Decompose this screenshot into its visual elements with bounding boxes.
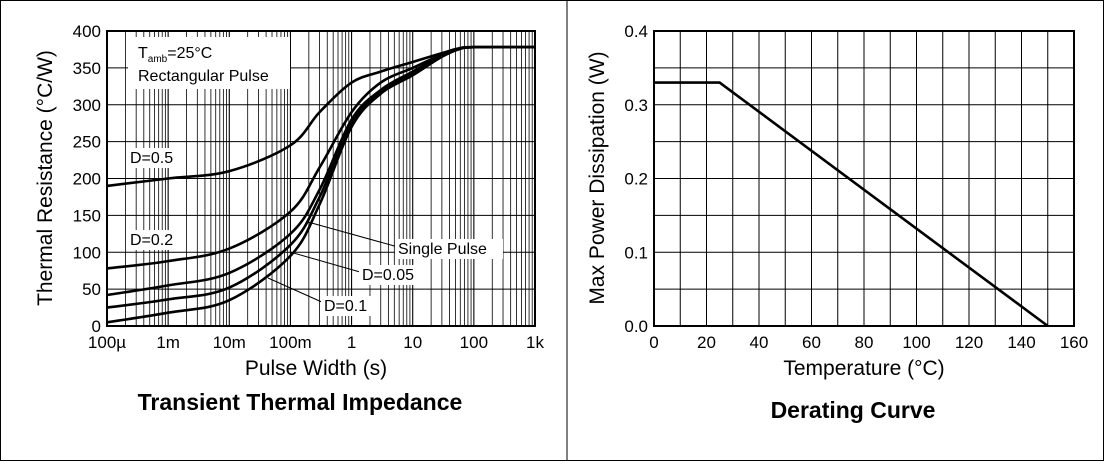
right-y-tick-label: 0.1 (624, 243, 648, 262)
left-y-ticks: 0 50 100 150 200 250 300 350 400 (73, 22, 101, 336)
left-x-tick-label: 1 (347, 333, 356, 352)
annotation-leader-line (267, 277, 325, 304)
curve-annotation-label: D=0.5 (130, 150, 173, 167)
right-x-tick-label: 60 (802, 333, 821, 352)
condition-label: Tamb=25°C (138, 45, 212, 65)
right-y-tick-label: 0.4 (624, 22, 648, 41)
left-x-tick-label: 1m (156, 333, 180, 352)
curve-annotation-label: D=0.2 (130, 232, 173, 249)
annotation-leader-line (307, 221, 399, 248)
left-x-tick-label: 1k (526, 333, 544, 352)
right-grid (654, 31, 1074, 326)
right-curves (654, 81, 1049, 328)
left-x-ticks: 100µ 1m 10m 100m 1 10 100 1k (88, 333, 545, 352)
annotation-background (395, 239, 503, 259)
curve-annotation-label: D=0.05 (362, 267, 414, 284)
right-x-tick-label: 0 (649, 333, 658, 352)
right-x-tick-label: 20 (697, 333, 716, 352)
condition-box (128, 37, 290, 89)
derating-line (654, 81, 1049, 328)
right-x-tick-label: 120 (955, 333, 983, 352)
left-y-tick-label: 0 (92, 317, 101, 336)
left-annotations: D=0.5 D=0.2 Single Pulse D=0.05 D=0.1 (127, 148, 503, 316)
right-x-tick-label: 160 (1060, 333, 1088, 352)
right-y-tick-label: 0.3 (624, 96, 648, 115)
right-x-tick-label: 40 (750, 333, 769, 352)
right-x-tick-label: 100 (902, 333, 930, 352)
left-x-tick-label: 10m (213, 333, 246, 352)
right-x-tick-label: 80 (855, 333, 874, 352)
left-plot-area (106, 30, 536, 327)
right-y-axis-label: Max Power Dissipation (W) (586, 51, 609, 304)
right-plot-area (653, 30, 1075, 327)
right-x-ticks: 0 20 40 60 80 100 120 140 160 (649, 333, 1088, 352)
curve-single-pulse (106, 45, 536, 324)
left-y-tick-label: 150 (73, 206, 101, 225)
left-y-tick-label: 400 (73, 22, 101, 41)
left-y-tick-label: 100 (73, 243, 101, 262)
annotation-background (321, 296, 377, 316)
left-curves (106, 45, 536, 324)
annotation-background (359, 265, 419, 285)
pulse-type-label: Rectangular Pulse (138, 68, 269, 85)
left-y-tick-label: 300 (73, 96, 101, 115)
annotation-background (127, 230, 183, 250)
left-x-axis-label: Pulse Width (s) (245, 357, 387, 380)
curve-annotation-label: D=0.1 (324, 298, 367, 315)
left-y-tick-label: 350 (73, 59, 101, 78)
left-y-axis-label: Thermal Resistance (°C/W) (34, 50, 57, 306)
right-x-tick-label: 140 (1007, 333, 1035, 352)
right-y-ticks: 0.0 0.1 0.2 0.3 0.4 (624, 22, 648, 336)
left-y-tick-label: 50 (82, 280, 101, 299)
right-y-tick-label: 0.2 (624, 170, 648, 189)
curve-annotation-label: Single Pulse (398, 241, 487, 258)
left-x-tick-label: 10 (403, 333, 422, 352)
left-chart-title: Transient Thermal Impedance (138, 389, 463, 415)
right-y-tick-label: 0.0 (624, 317, 648, 336)
annotation-background (127, 148, 183, 168)
annotation-leader-line (289, 251, 361, 273)
derating-curve-chart: 0.0 0.1 0.2 0.3 0.4 0 20 40 60 80 100 120 140 160 Te… (586, 22, 1088, 423)
left-y-tick-label: 250 (73, 133, 101, 152)
left-x-tick-label: 100m (269, 333, 312, 352)
left-x-tick-label: 100 (460, 333, 488, 352)
left-x-tick-label: 100µ (88, 333, 126, 352)
left-y-tick-label: 200 (73, 170, 101, 189)
right-x-axis-label: Temperature (°C) (783, 357, 944, 380)
right-chart-title: Derating Curve (771, 397, 936, 423)
